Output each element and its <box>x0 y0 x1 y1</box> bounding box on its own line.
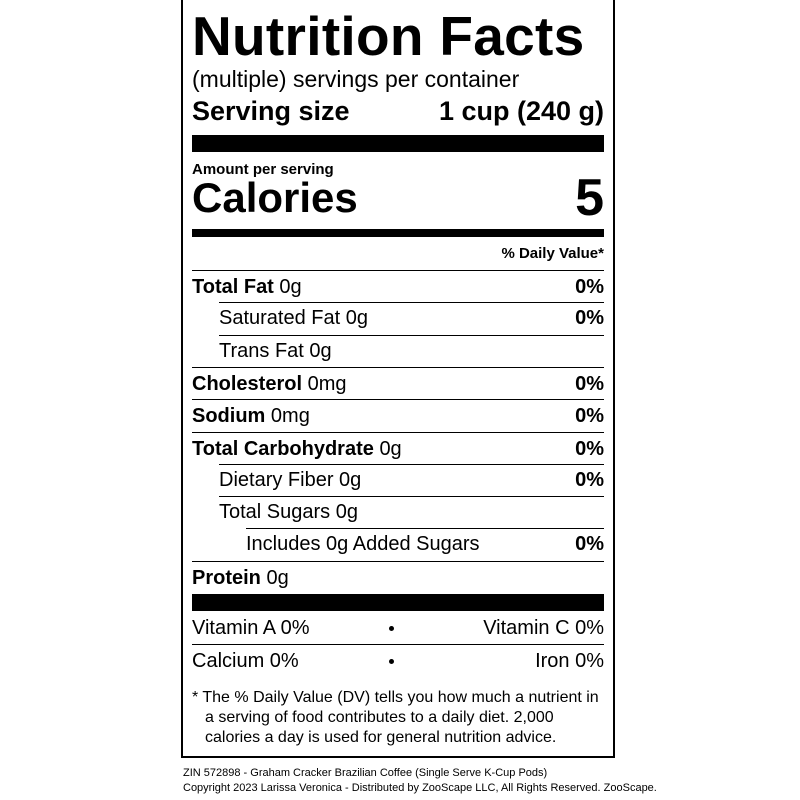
nutrient-dv: 0% <box>575 437 604 460</box>
nutrient-label: Protein 0g <box>192 567 289 589</box>
calories-value: 5 <box>575 169 604 227</box>
nutrient-name: Total Sugars <box>219 501 331 524</box>
rule <box>219 334 604 336</box>
nutrient-label: Sodium 0mg <box>192 405 310 427</box>
footer: ZIN 572898 - Graham Cracker Brazilian Co… <box>183 766 657 796</box>
serving-size-label: Serving size <box>192 96 350 126</box>
nutrient-dv: 0% <box>575 307 604 330</box>
nutrient-name: Trans Fat <box>219 339 304 362</box>
vitamin-row: Calcium 0% Iron 0% <box>192 644 604 677</box>
serving-size-row: Serving size 1 cup (240 g) <box>192 96 604 127</box>
nutrient-label: Total Carbohydrate 0g <box>192 438 402 460</box>
nutrient-label: Saturated Fat 0g <box>219 307 368 329</box>
nutrient-row: Total Fat 0g 0% <box>192 270 604 303</box>
amount-label: Amount per serving <box>192 161 334 178</box>
nutrient-amount: 0g <box>345 307 368 330</box>
nutrient-label: Includes 0g Added Sugars <box>246 533 480 555</box>
thick-rule <box>192 594 604 611</box>
nutrient-amount: 0mg <box>307 372 347 395</box>
nutrient-amount: 0g <box>335 501 358 524</box>
serving-size-value: 1 cup (240 g) <box>438 96 604 126</box>
bullet <box>389 626 394 631</box>
nutrient-amount: 0g <box>309 339 332 362</box>
nutrient-dv: 0% <box>575 533 604 556</box>
nutrient-dv: 0% <box>575 372 604 395</box>
nutrient-label: Trans Fat 0g <box>219 340 332 362</box>
rule <box>219 496 604 498</box>
nutrient-dv: 0% <box>575 468 604 491</box>
nutrient-row: Protein 0g <box>192 560 604 594</box>
vitamin-row: Vitamin A 0% Vitamin C 0% <box>192 612 604 644</box>
vitamin-left: Calcium 0% <box>192 650 299 672</box>
rule <box>219 463 604 465</box>
vitamin-right: Vitamin C 0% <box>483 617 604 639</box>
nutrient-amount: 0mg <box>270 405 310 428</box>
title: Nutrition Facts <box>192 5 585 67</box>
nutrient-name: Includes 0g Added Sugars <box>246 533 480 556</box>
nutrient-dv: 0% <box>575 405 604 428</box>
calories-row: Calories 5 <box>192 169 604 227</box>
nutrient-name: Saturated Fat <box>219 307 341 330</box>
nutrient-row: Sodium 0mg 0% <box>192 399 604 432</box>
nutrient-amount: 0g <box>379 437 402 460</box>
nutrient-name: Total Fat <box>192 276 274 298</box>
bullet <box>389 659 394 664</box>
nutrient-row: Total Sugars 0g <box>192 496 604 528</box>
vitamin-left: Vitamin A 0% <box>192 617 310 639</box>
rule <box>219 302 604 304</box>
nutrient-row: Includes 0g Added Sugars 0% <box>192 528 604 560</box>
rule <box>246 528 604 530</box>
nutrient-row: Dietary Fiber 0g 0% <box>192 463 604 496</box>
footer-line: Copyright 2023 Larissa Veronica - Distri… <box>183 782 657 794</box>
nutrition-label: Nutrition Facts (multiple) servings per … <box>181 0 615 758</box>
nutrient-amount: 0g <box>279 276 302 298</box>
nutrient-amount: 0g <box>266 566 289 589</box>
nutrient-name: Protein <box>192 566 261 589</box>
nutrient-label: Total Fat 0g <box>192 276 302 298</box>
nutrient-name: Dietary Fiber <box>219 468 334 491</box>
calories-label: Calories <box>192 174 358 221</box>
nutrient-label: Total Sugars 0g <box>219 501 358 523</box>
footnote: * The % Daily Value (DV) tells you how m… <box>192 689 599 746</box>
nutrient-row: Cholesterol 0mg 0% <box>192 366 604 400</box>
nutrient-amount: 0g <box>339 468 362 491</box>
servings: (multiple) servings per container <box>192 66 520 92</box>
nutrient-name: Total Carbohydrate <box>192 437 374 460</box>
nutrient-name: Cholesterol <box>192 372 303 395</box>
nutrient-dv: 0% <box>575 276 604 298</box>
nutrient-name: Sodium <box>192 405 266 428</box>
dv-header: % Daily Value* <box>501 245 604 262</box>
nutrient-row: Trans Fat 0g <box>192 334 604 367</box>
medium-rule <box>192 229 604 237</box>
thick-rule <box>192 135 604 152</box>
nutrient-label: Cholesterol 0mg <box>192 373 347 395</box>
nutrient-row: Saturated Fat 0g 0% <box>192 302 604 334</box>
nutrient-row: Total Carbohydrate 0g 0% <box>192 431 604 465</box>
footer-line: ZIN 572898 - Graham Cracker Brazilian Co… <box>183 767 548 779</box>
nutrient-label: Dietary Fiber 0g <box>219 469 361 491</box>
vitamin-right: Iron 0% <box>535 650 604 672</box>
